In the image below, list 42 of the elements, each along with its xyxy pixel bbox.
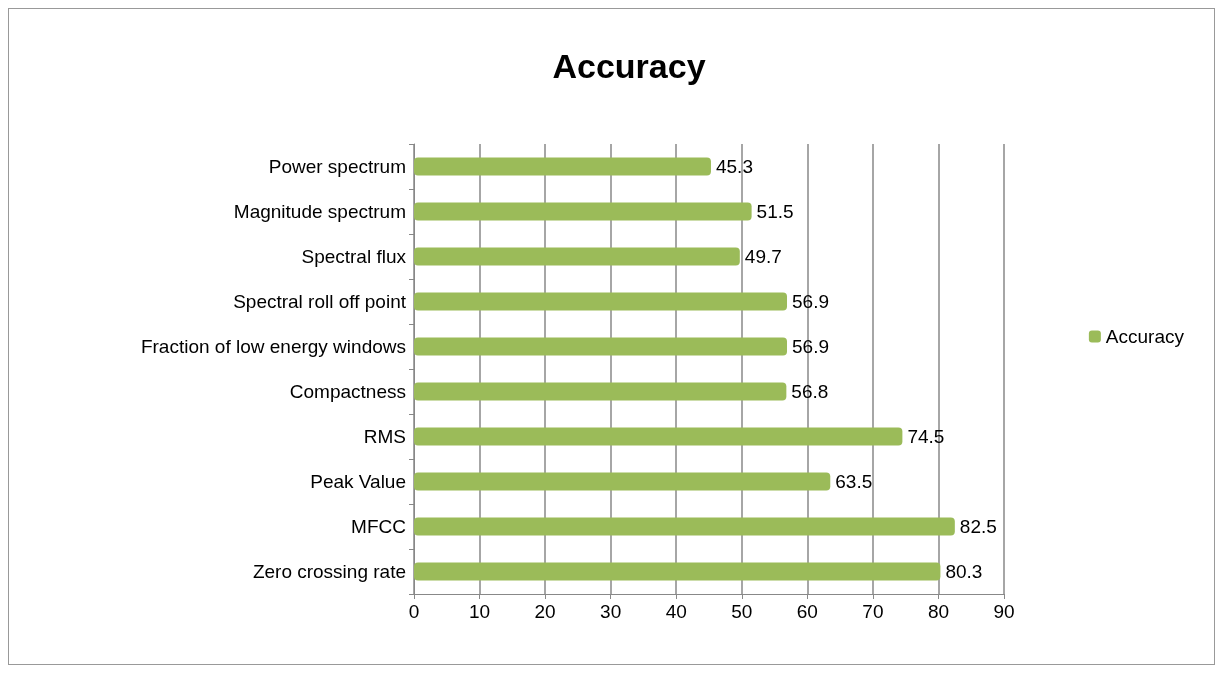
x-tick-label: 10 — [468, 601, 491, 622]
bar — [414, 202, 752, 221]
x-tick-label: 80 — [927, 601, 950, 622]
data-label: 80.3 — [945, 561, 983, 582]
bar — [414, 247, 740, 266]
y-tick-label: Spectral flux — [301, 246, 407, 267]
bar — [414, 337, 788, 356]
y-tick-label: Spectral roll off point — [233, 291, 407, 312]
x-tick-label: 0 — [408, 601, 420, 622]
y-tick-label: Zero crossing rate — [252, 561, 406, 582]
bar — [414, 562, 941, 581]
x-tick-label: 30 — [600, 601, 622, 622]
x-tick-label: 90 — [993, 601, 1015, 622]
y-tick-label: MFCC — [351, 516, 406, 537]
data-label: 56.9 — [792, 291, 829, 312]
bar — [414, 427, 903, 446]
bar — [414, 472, 831, 491]
data-label: 82.5 — [959, 516, 997, 537]
x-tick-label: 50 — [731, 601, 753, 622]
data-label: 49.7 — [744, 246, 782, 267]
legend-label: Accuracy — [1105, 326, 1185, 347]
bar — [414, 517, 955, 536]
bar — [414, 157, 711, 176]
data-label: 56.8 — [791, 381, 829, 402]
data-label: 45.3 — [715, 156, 753, 177]
data-label: 51.5 — [756, 201, 794, 222]
y-tick-label: Power spectrum — [268, 156, 406, 177]
data-label: 56.9 — [792, 336, 829, 357]
y-tick-label: Magnitude spectrum — [233, 201, 406, 222]
bar — [414, 382, 787, 401]
x-tick-label: 60 — [796, 601, 818, 622]
y-tick-label: Fraction of low energy windows — [140, 336, 406, 357]
chart-title: Accuracy — [552, 47, 706, 85]
x-tick-label: 70 — [862, 601, 884, 622]
y-tick-label: Compactness — [289, 381, 406, 402]
x-tick-label: 40 — [665, 601, 687, 622]
y-tick-label: RMS — [363, 426, 406, 447]
bar — [414, 292, 788, 311]
data-label: 63.5 — [835, 471, 873, 492]
x-tick-label: 20 — [534, 601, 556, 622]
data-label: 74.5 — [907, 426, 945, 447]
y-tick-label: Peak Value — [310, 471, 406, 492]
